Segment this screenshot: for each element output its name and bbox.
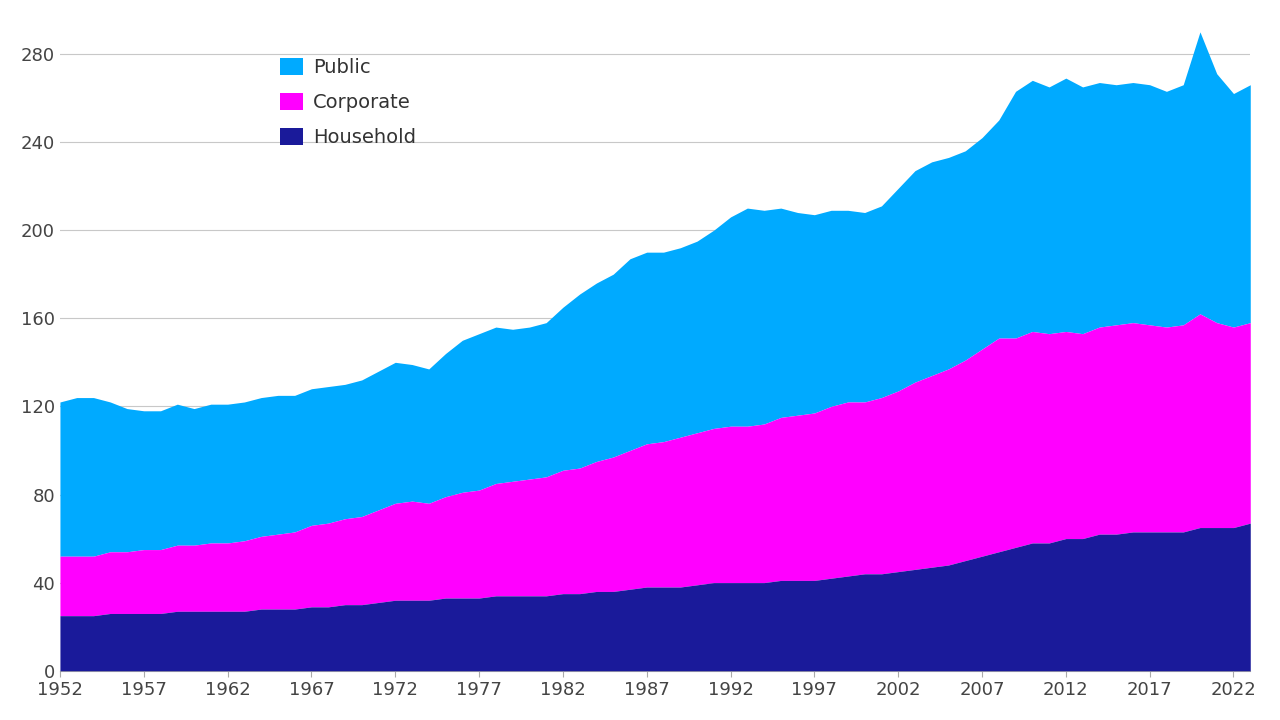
Legend: Public, Corporate, Household: Public, Corporate, Household: [273, 50, 424, 155]
